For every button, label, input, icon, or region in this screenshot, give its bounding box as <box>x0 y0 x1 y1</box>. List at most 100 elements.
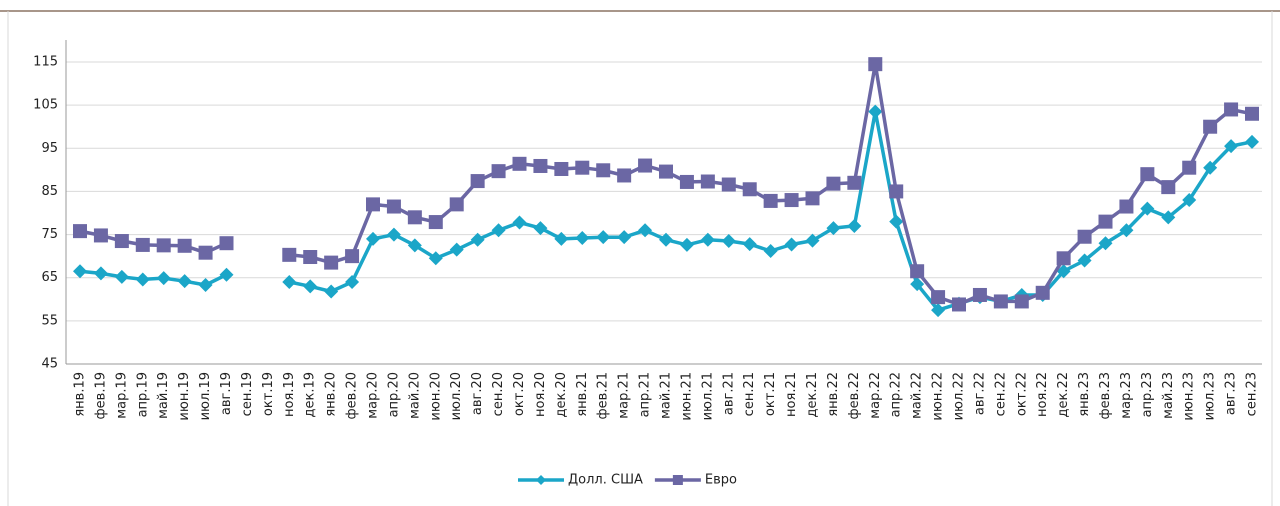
x-tick-label: июл.21 <box>700 372 715 420</box>
marker <box>1119 199 1134 214</box>
x-tick-label: май.20 <box>407 372 422 419</box>
x-tick-label: дек.20 <box>554 372 569 418</box>
marker <box>617 230 632 245</box>
y-tick-label: 85 <box>41 184 58 199</box>
marker <box>763 193 778 208</box>
marker <box>282 247 297 262</box>
marker <box>282 275 297 290</box>
marker <box>93 266 108 281</box>
marker <box>470 232 485 247</box>
marker <box>177 274 192 289</box>
marker <box>219 267 234 282</box>
marker <box>721 234 736 249</box>
x-tick-label: мар.20 <box>366 372 381 419</box>
marker <box>1098 236 1113 251</box>
marker <box>805 191 820 206</box>
marker <box>784 193 799 208</box>
marker <box>1245 106 1259 121</box>
marker <box>407 210 422 225</box>
x-tick-label: июл.19 <box>198 372 213 420</box>
marker <box>889 184 904 199</box>
x-tick-label: окт.20 <box>512 372 527 416</box>
x-tick-label: июл.22 <box>952 372 967 420</box>
x-tick-label: янв.23 <box>1077 372 1092 417</box>
x-tick-label: мар.19 <box>114 372 129 419</box>
marker <box>345 249 360 264</box>
marker <box>679 174 694 189</box>
marker <box>889 214 904 229</box>
marker <box>386 199 401 214</box>
x-tick-label: июл.23 <box>1203 372 1218 420</box>
x-tick-label: май.23 <box>1161 372 1176 419</box>
marker <box>198 278 213 293</box>
x-tick-label: ноя.21 <box>784 372 799 417</box>
x-tick-label: фев.22 <box>847 372 862 419</box>
marker <box>73 224 87 239</box>
marker <box>156 238 171 253</box>
marker <box>93 228 108 243</box>
marker <box>449 197 464 212</box>
x-tick-label: сен.23 <box>1245 372 1260 416</box>
marker <box>219 236 234 251</box>
marker <box>931 290 946 305</box>
marker <box>1161 210 1176 225</box>
marker <box>679 237 694 252</box>
y-tick-label: 45 <box>41 357 58 372</box>
marker <box>910 264 925 279</box>
marker <box>449 242 464 257</box>
marker <box>135 272 150 287</box>
marker <box>1056 264 1071 279</box>
marker <box>659 232 673 247</box>
marker <box>659 164 673 179</box>
x-tick-label: сен.20 <box>491 372 506 416</box>
marker <box>805 233 820 248</box>
marker <box>324 284 339 299</box>
x-tick-label: янв.19 <box>73 372 88 417</box>
marker <box>1098 214 1113 229</box>
marker <box>993 294 1008 309</box>
marker <box>345 275 360 290</box>
x-tick-label: мар.22 <box>868 372 883 419</box>
marker <box>1161 180 1176 195</box>
x-tick-label: июн.19 <box>177 372 192 421</box>
marker <box>826 221 841 236</box>
x-tick-label: янв.20 <box>324 372 339 417</box>
marker <box>700 174 715 189</box>
legend-label: Долл. США <box>568 473 643 488</box>
x-tick-label: мар.23 <box>1119 372 1134 419</box>
x-tick-label: ноя.20 <box>533 372 548 417</box>
x-tick-label: авг.22 <box>972 372 987 415</box>
x-tick-label: апр.19 <box>135 372 150 417</box>
x-tick-label: фев.20 <box>345 372 360 419</box>
marker <box>156 271 171 286</box>
marker <box>303 279 318 294</box>
marker <box>1077 229 1092 244</box>
marker <box>1203 119 1218 134</box>
y-tick-label: 65 <box>41 270 58 285</box>
y-tick-label: 55 <box>41 313 58 328</box>
marker <box>1119 223 1134 238</box>
marker <box>1056 251 1071 266</box>
marker <box>868 104 883 119</box>
x-tick-label: июн.22 <box>931 372 946 421</box>
marker <box>512 156 527 171</box>
x-tick-label: ноя.22 <box>1035 372 1050 417</box>
marker <box>826 176 841 191</box>
marker <box>1182 160 1197 175</box>
marker <box>366 197 380 212</box>
marker <box>575 231 590 246</box>
marker <box>1182 193 1197 208</box>
marker <box>596 163 611 178</box>
x-tick-label: фев.21 <box>596 372 611 419</box>
marker <box>198 245 213 260</box>
marker <box>784 237 799 252</box>
x-tick-label: дек.19 <box>303 372 318 418</box>
legend-marker <box>672 475 683 485</box>
marker <box>491 223 506 238</box>
marker <box>554 231 569 246</box>
marker <box>428 215 443 230</box>
marker <box>1035 285 1050 300</box>
marker <box>638 158 653 173</box>
